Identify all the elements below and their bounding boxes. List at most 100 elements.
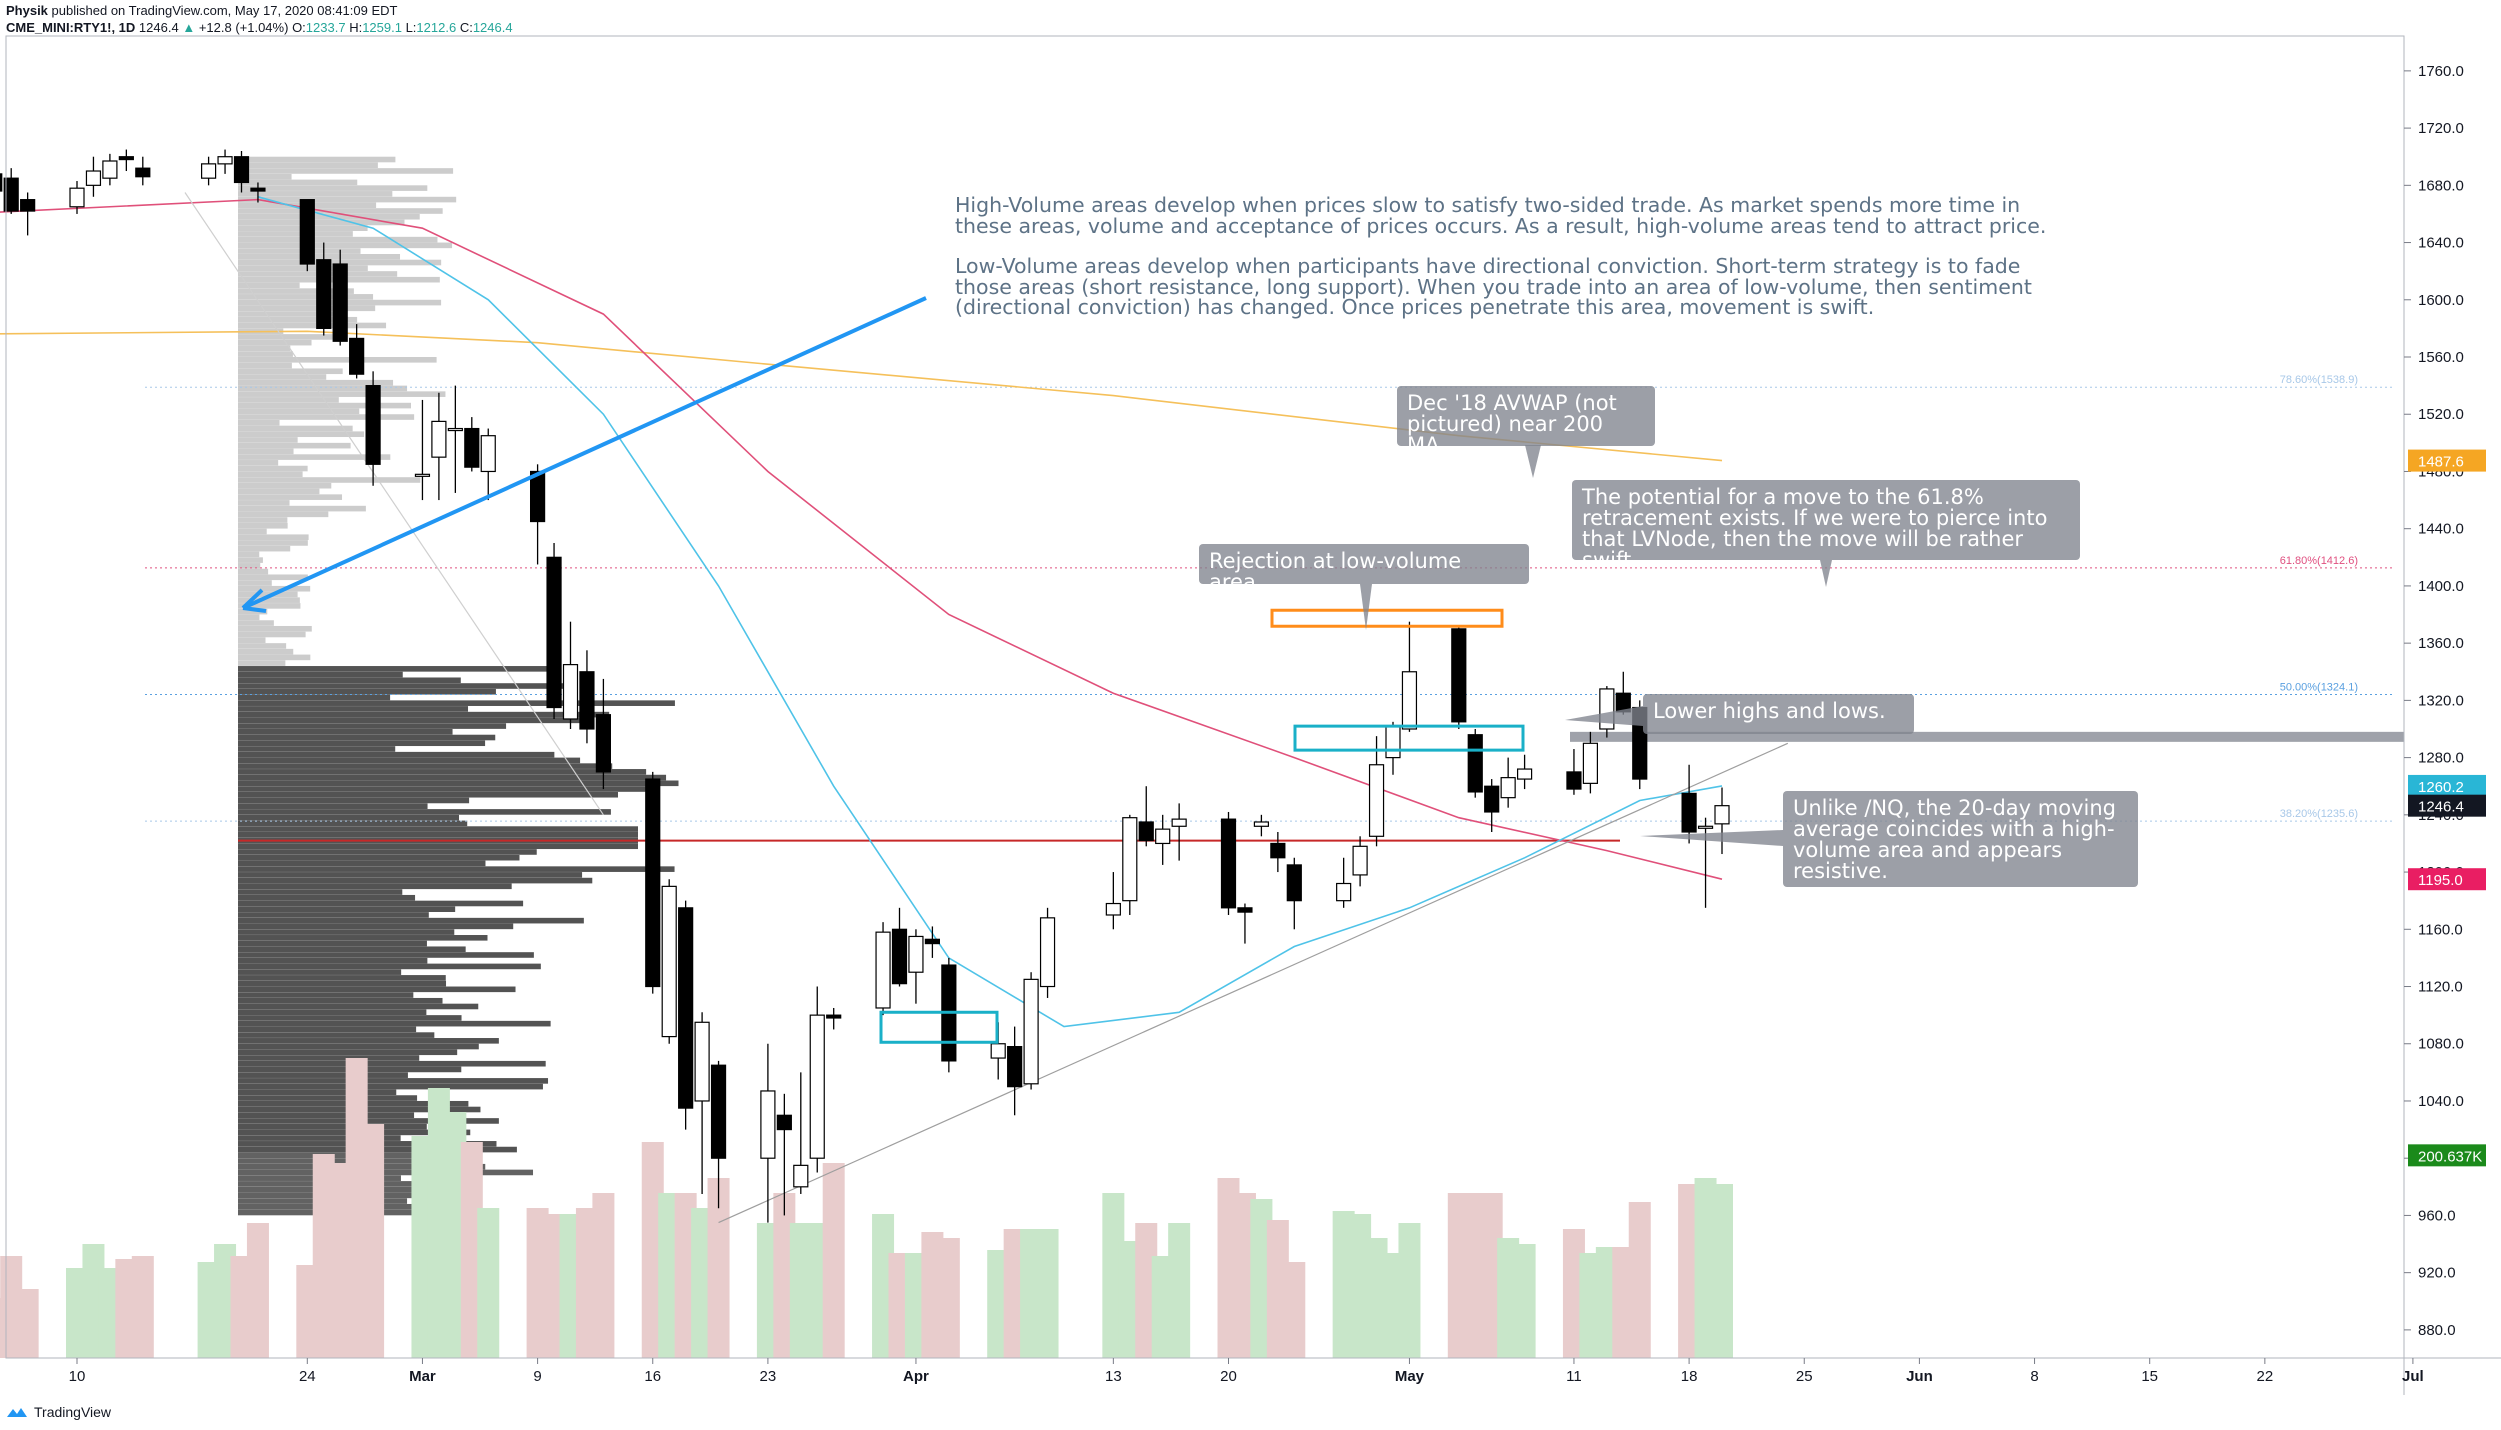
high-value: 1259.1 — [362, 20, 402, 35]
candle-body — [924, 938, 941, 945]
volume-profile-bar — [238, 883, 512, 890]
candle-body — [102, 160, 118, 179]
volume-profile-bar — [238, 431, 365, 438]
candle-body — [118, 156, 134, 161]
lvn-box-apr — [879, 1010, 999, 1044]
x-tick-label: 9 — [533, 1368, 541, 1385]
volume-profile-bar — [238, 935, 488, 941]
volume-profile-bar — [238, 551, 260, 558]
volume-profile-bar — [238, 763, 613, 769]
volume-profile-bar — [238, 173, 292, 180]
volume-bar — [1711, 1184, 1733, 1358]
volume-profile-bar — [238, 843, 638, 850]
y-tick-label: 1280.0 — [2418, 750, 2464, 767]
candle-body — [1122, 817, 1138, 902]
volume-profile-bar — [238, 923, 514, 930]
volume-bar — [1513, 1244, 1536, 1358]
candle-body — [3, 177, 19, 212]
volume-profile-bar — [238, 854, 520, 861]
publish-info: published on TradingView.com, May 17, 20… — [51, 3, 398, 18]
avwap-note: Dec '18 AVWAP (not pictured) near 200 MA… — [1397, 386, 1655, 456]
x-tick-label: 23 — [760, 1368, 777, 1385]
volume-profile-bar — [238, 791, 618, 798]
volume-profile-bar — [238, 608, 268, 615]
volume-profile-bar — [238, 625, 312, 632]
volume-profile-bar — [238, 425, 353, 432]
candle-body — [233, 156, 250, 184]
main-annotation: High-Volume areas develop when prices sl… — [955, 195, 2085, 338]
volume-profile-bar — [238, 774, 667, 781]
candle-body — [1697, 825, 1714, 829]
volume-profile-bar — [238, 694, 391, 701]
volume-profile-bar — [238, 700, 675, 706]
volume-profile-bar — [238, 339, 312, 346]
price-badge-label: 200.637K — [2418, 1148, 2482, 1165]
volume-profile-bar — [238, 620, 274, 626]
volume-profile-bar — [238, 769, 647, 775]
volume-profile-bar — [238, 1123, 427, 1130]
volume-profile-bar — [238, 580, 272, 586]
volume-profile-bar — [238, 706, 469, 712]
unlike-nq-note: Unlike /NQ, the 20-day moving average co… — [1783, 791, 2138, 887]
volume-bar — [1398, 1223, 1421, 1358]
potential-note: The potential for a move to the 61.8% re… — [1572, 480, 2080, 571]
volume-profile-bar — [238, 814, 460, 821]
volume-profile-bar — [238, 471, 303, 478]
candle-body — [809, 1014, 825, 1159]
volume-profile-bar — [238, 282, 300, 289]
volume-profile-bar — [238, 1060, 546, 1067]
volume-profile-bar — [238, 288, 354, 294]
fib-label: 61.80%(1412.6) — [2280, 555, 2358, 567]
volume-profile-bar — [238, 402, 411, 409]
x-tick-label: Mar — [409, 1368, 436, 1385]
volume-bar — [477, 1208, 500, 1358]
volume-profile-bar — [238, 1169, 534, 1176]
volume-profile-bar — [238, 265, 368, 272]
candle-body — [990, 1043, 1006, 1059]
tradingview-logo: TradingView — [6, 1404, 111, 1420]
volume-profile-bar — [238, 603, 301, 609]
candle-body — [826, 1014, 842, 1019]
candle-body — [250, 187, 266, 192]
candle-body — [1368, 764, 1385, 837]
candle-body — [776, 1114, 792, 1131]
y-tick-label: 1680.0 — [2418, 177, 2464, 194]
volume-profile-bar — [238, 540, 308, 546]
candle-body — [0, 173, 3, 192]
y-tick-label: 1760.0 — [2418, 63, 2464, 80]
lower-highs-pointer — [1565, 706, 1643, 726]
x-tick-label: 10 — [69, 1368, 86, 1385]
candle-body — [20, 199, 36, 212]
candle-body — [85, 170, 102, 186]
volume-profile-bar — [238, 563, 261, 569]
candle-body — [1023, 978, 1039, 1085]
volume-profile-bar — [238, 677, 461, 684]
volume-profile-bar — [238, 1038, 499, 1044]
candle-body — [1352, 845, 1368, 876]
fib-label: 50.00%(1324.1) — [2280, 682, 2358, 694]
candle-body — [1681, 792, 1697, 833]
arrow-line — [242, 296, 927, 610]
x-tick-label: 15 — [2141, 1368, 2158, 1385]
x-tick-label: 25 — [1796, 1368, 1813, 1385]
volume-profile-bar — [238, 872, 583, 878]
volume-profile-bar — [238, 614, 260, 621]
lvn-box-may — [1293, 724, 1525, 752]
volume-profile-bar — [238, 482, 332, 489]
volume-profile-bar — [238, 414, 415, 420]
volume-profile-bar — [238, 460, 279, 466]
volume-profile-bar — [238, 248, 361, 254]
volume-profile-bar — [238, 820, 468, 827]
volume-bar — [246, 1223, 269, 1358]
volume-profile-bar — [238, 826, 638, 832]
price-badge-label: 1487.6 — [2418, 454, 2464, 471]
volume-profile-bar — [238, 191, 393, 197]
volume-profile-bar — [238, 666, 552, 672]
volume-profile-bar — [238, 517, 288, 523]
unlike-nq-pointer — [1640, 830, 1783, 846]
candle-body — [1105, 902, 1121, 916]
candle-body — [661, 885, 677, 1038]
volume-profile-bar — [238, 866, 675, 872]
volume-profile-bar — [238, 1009, 427, 1016]
